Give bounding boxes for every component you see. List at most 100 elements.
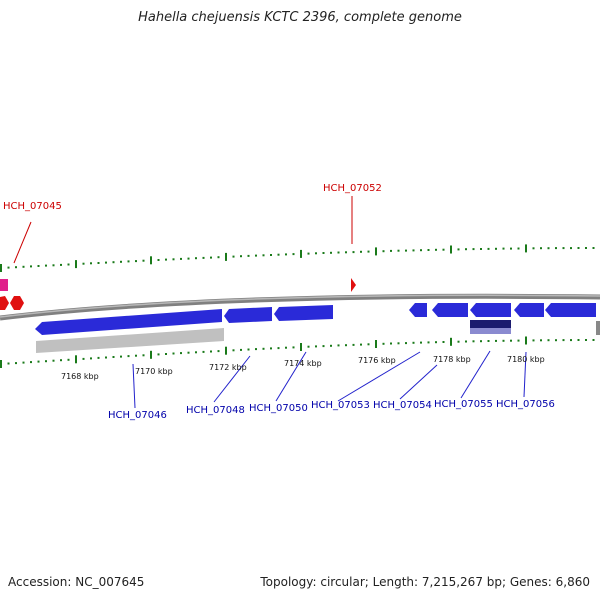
- minor-tick: [547, 247, 550, 250]
- minor-tick: [360, 250, 362, 253]
- minor-tick: [37, 360, 40, 363]
- forward-gene[interactable]: [274, 305, 333, 321]
- minor-tick: [517, 247, 520, 250]
- minor-tick: [142, 259, 145, 262]
- minor-tick: [277, 253, 280, 256]
- minor-tick: [360, 343, 362, 346]
- minor-tick: [442, 248, 445, 251]
- minor-tick: [7, 266, 10, 269]
- kbp-label: 7174 kbp: [284, 359, 322, 368]
- minor-tick: [67, 358, 70, 361]
- minor-tick: [105, 261, 107, 264]
- gene-label-hch-07056[interactable]: HCH_07056: [496, 399, 555, 410]
- gene-label-hch-07055[interactable]: HCH_07055: [434, 399, 493, 410]
- minor-tick: [570, 247, 572, 250]
- gene-label-hch-07054[interactable]: HCH_07054: [373, 400, 432, 411]
- forward-gene[interactable]: [432, 303, 468, 317]
- minor-tick: [577, 339, 580, 341]
- minor-tick: [292, 346, 295, 349]
- gene-label-hch-07053[interactable]: HCH_07053: [311, 400, 370, 411]
- minor-tick: [555, 247, 557, 250]
- major-tick: [375, 247, 377, 256]
- minor-tick: [262, 254, 265, 257]
- minor-tick: [532, 339, 535, 342]
- minor-tick: [105, 356, 107, 359]
- minor-tick: [457, 248, 460, 251]
- minor-tick: [427, 249, 430, 251]
- minor-tick: [165, 258, 167, 261]
- minor-tick: [585, 339, 587, 341]
- major-tick: [75, 260, 77, 269]
- minor-tick: [135, 260, 137, 263]
- minor-tick: [562, 247, 565, 250]
- kbp-label: 7170 kbp: [135, 367, 173, 376]
- minor-tick: [127, 355, 130, 358]
- minor-tick: [420, 341, 422, 344]
- gene-label-hch-07046[interactable]: HCH_07046: [108, 410, 167, 421]
- minor-tick: [412, 249, 415, 252]
- minor-tick: [30, 265, 32, 268]
- minor-tick: [202, 256, 205, 259]
- minor-tick: [217, 350, 220, 353]
- minor-tick: [127, 260, 130, 263]
- reverse-gene[interactable]: [0, 296, 9, 310]
- domain-feature-dark: [470, 320, 511, 328]
- minor-tick: [165, 353, 167, 355]
- major-tick: [300, 343, 302, 351]
- gene-label-hch-07050[interactable]: HCH_07050: [249, 403, 308, 414]
- major-tick: [150, 256, 152, 265]
- minor-tick: [330, 251, 332, 254]
- reverse-gene[interactable]: [351, 278, 356, 292]
- minor-tick: [277, 347, 280, 350]
- rna-gene[interactable]: [0, 279, 8, 291]
- minor-tick: [22, 265, 25, 268]
- forward-gene[interactable]: [545, 303, 596, 317]
- minor-tick: [352, 251, 355, 254]
- minor-tick: [420, 249, 422, 252]
- gene-label-hch-07045[interactable]: HCH_07045: [3, 201, 62, 212]
- forward-gene[interactable]: [224, 307, 272, 323]
- minor-tick: [495, 339, 497, 342]
- forward-gene[interactable]: [35, 309, 222, 335]
- minor-tick: [345, 251, 347, 254]
- minor-tick: [547, 339, 550, 342]
- minor-tick: [405, 342, 407, 345]
- minor-tick: [532, 247, 535, 250]
- major-tick: [75, 355, 77, 364]
- minor-tick: [285, 253, 287, 256]
- minor-tick: [120, 260, 122, 263]
- minor-tick: [30, 361, 32, 364]
- minor-tick: [562, 339, 565, 342]
- minor-tick: [255, 348, 257, 351]
- gene-edge: [596, 321, 600, 335]
- minor-tick: [472, 340, 475, 343]
- forward-gene[interactable]: [470, 303, 511, 317]
- minor-tick: [52, 359, 55, 362]
- minor-tick: [172, 258, 175, 261]
- minor-tick: [270, 254, 272, 256]
- minor-tick: [382, 250, 385, 253]
- minor-tick: [112, 261, 115, 264]
- minor-tick: [217, 256, 220, 259]
- gene-label-hch-07052[interactable]: HCH_07052: [323, 183, 382, 194]
- reverse-gene[interactable]: [10, 296, 24, 310]
- minor-tick: [577, 247, 580, 249]
- kbp-label: 7176 kbp: [358, 356, 396, 365]
- minor-tick: [592, 339, 595, 341]
- minor-tick: [307, 252, 310, 255]
- minor-tick: [82, 357, 85, 360]
- minor-tick: [330, 344, 332, 347]
- minor-tick: [352, 343, 355, 346]
- minor-tick: [322, 252, 325, 254]
- minor-tick: [510, 339, 512, 342]
- forward-gene[interactable]: [409, 303, 427, 317]
- minor-tick: [180, 352, 182, 355]
- major-tick: [525, 244, 527, 253]
- minor-tick: [52, 264, 55, 267]
- minor-tick: [510, 247, 512, 250]
- minor-tick: [270, 347, 272, 350]
- forward-gene[interactable]: [514, 303, 544, 317]
- minor-tick: [337, 251, 340, 254]
- gene-label-hch-07048[interactable]: HCH_07048: [186, 405, 245, 416]
- minor-tick: [45, 360, 47, 363]
